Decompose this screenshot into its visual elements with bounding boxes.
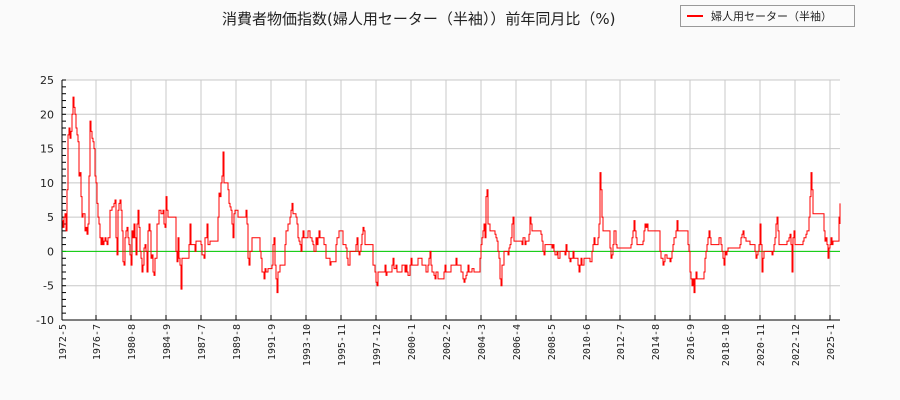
y-tick-label: -5: [43, 280, 54, 293]
x-tick-label: 1997-12: [372, 324, 383, 366]
x-tick-label: 2002-2: [442, 324, 453, 360]
x-tick-label: 1976-7: [92, 324, 103, 360]
x-tick-label: 2020-11: [756, 324, 767, 366]
y-tick-label: 10: [40, 177, 54, 190]
legend: 婦人用セーター（半袖）: [680, 5, 855, 27]
x-tick-label: 2008-5: [547, 324, 558, 360]
x-tick-label: 2018-10: [721, 324, 732, 366]
x-tick-label: 2004-3: [477, 324, 488, 360]
x-tick-label: 1980-8: [127, 324, 138, 360]
x-tick-label: 1993-10: [302, 324, 313, 366]
x-tick-label: 2016-9: [686, 324, 697, 360]
y-axis: 25 20 15 10 5 0 -5 -10: [36, 74, 66, 327]
chart-title: 消費者物価指数(婦人用セーター（半袖））前年同月比（%): [222, 10, 616, 28]
x-tick-label: 1995-11: [337, 324, 348, 366]
x-tick-label: 2022-12: [791, 324, 802, 366]
x-tick-label: 2006-4: [512, 324, 523, 360]
x-tick-label: 2012-7: [616, 324, 627, 360]
y-tick-label: 0: [47, 245, 54, 258]
y-tick-label: -10: [36, 314, 54, 327]
series-line: [62, 96, 841, 294]
y-tick-label: 20: [40, 108, 54, 121]
x-axis: 1972-5 1976-7 1980-8 1984-9 1987-7 1989-8 1991…: [58, 315, 840, 366]
x-tick-label: 1972-5: [58, 324, 69, 360]
y-tick-label: 15: [40, 143, 54, 156]
y-tick-label: 5: [47, 211, 54, 224]
legend-line-swatch-icon: [687, 15, 703, 17]
x-tick-label: 1984-9: [162, 324, 173, 360]
y-tick-label: 25: [40, 74, 54, 87]
plot-area: [62, 80, 840, 320]
x-tick-label: 1989-8: [232, 324, 243, 360]
x-tick-label: 1987-7: [197, 324, 208, 360]
x-tick-label: 1991-9: [267, 324, 278, 360]
x-tick-label: 2000-1: [407, 324, 418, 360]
x-tick-label: 2014-8: [651, 324, 662, 360]
x-tick-label: 2025-1: [826, 324, 837, 360]
legend-label: 婦人用セーター（半袖）: [711, 10, 832, 23]
x-tick-label: 2010-6: [582, 324, 593, 360]
